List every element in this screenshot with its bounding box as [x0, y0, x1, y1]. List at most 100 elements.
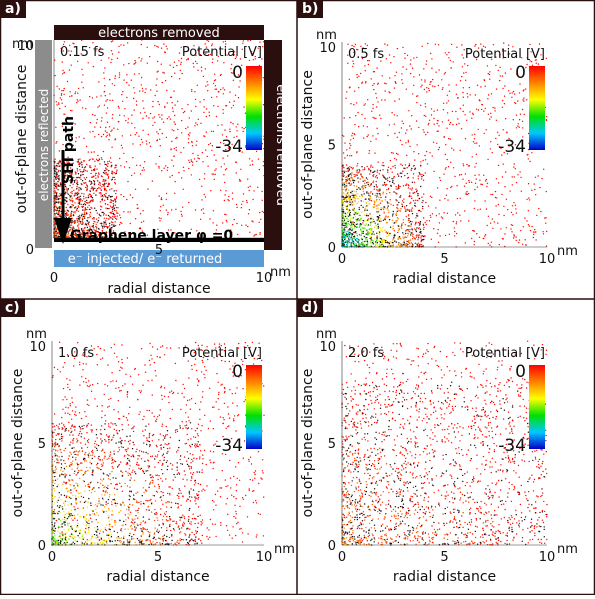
data-point	[169, 537, 170, 538]
data-point	[118, 52, 119, 53]
data-point	[58, 179, 59, 180]
data-point	[416, 231, 417, 232]
data-point	[429, 120, 430, 121]
data-point	[233, 420, 234, 421]
data-point	[352, 226, 353, 227]
data-point	[99, 105, 100, 106]
data-point	[348, 198, 349, 199]
data-point	[79, 364, 80, 365]
data-point	[85, 378, 86, 379]
data-point	[128, 424, 129, 425]
data-point	[390, 227, 391, 228]
data-point	[223, 417, 224, 418]
data-point	[162, 492, 163, 493]
data-point	[163, 495, 164, 496]
data-point	[397, 48, 398, 49]
data-point	[55, 192, 56, 193]
data-point	[206, 485, 207, 486]
data-point	[346, 233, 347, 234]
data-point	[223, 62, 224, 63]
data-point	[64, 477, 65, 478]
data-point	[355, 174, 356, 175]
data-point	[230, 477, 231, 478]
data-point	[411, 198, 412, 199]
data-point	[58, 170, 59, 171]
data-point	[380, 197, 381, 198]
data-point	[256, 234, 257, 235]
data-point	[461, 76, 462, 77]
data-point	[388, 234, 389, 235]
data-point	[261, 478, 262, 479]
data-point	[446, 102, 447, 103]
data-point	[105, 188, 106, 189]
data-point	[342, 201, 343, 202]
data-point	[122, 147, 123, 148]
data-point	[241, 225, 242, 226]
data-point	[377, 208, 378, 209]
data-point	[353, 223, 354, 224]
data-point	[69, 96, 70, 97]
data-point	[456, 233, 457, 234]
data-point	[498, 70, 499, 71]
data-point	[381, 244, 382, 245]
data-point	[108, 177, 109, 178]
data-point	[120, 44, 121, 45]
data-point	[212, 173, 213, 174]
data-point	[236, 172, 237, 173]
data-point	[416, 215, 417, 216]
data-point	[421, 202, 422, 203]
data-point	[545, 223, 546, 224]
data-point	[234, 415, 235, 416]
data-point	[343, 204, 344, 205]
data-point	[348, 229, 349, 230]
data-point	[446, 195, 447, 196]
data-point	[372, 240, 373, 241]
data-point	[70, 403, 71, 404]
data-point	[91, 424, 92, 425]
data-point	[72, 410, 73, 411]
data-point	[164, 396, 165, 397]
data-point	[364, 211, 365, 212]
data-point	[352, 133, 353, 134]
data-point	[419, 198, 420, 199]
data-point	[195, 122, 196, 123]
data-point	[383, 246, 384, 247]
data-point	[85, 209, 86, 210]
data-point	[375, 118, 376, 119]
data-point	[61, 90, 62, 91]
data-point	[347, 235, 348, 236]
data-point	[191, 159, 192, 160]
data-point	[127, 396, 128, 397]
data-point	[488, 216, 489, 217]
data-point	[472, 230, 473, 231]
data-point	[185, 128, 186, 129]
data-point	[423, 132, 424, 133]
data-point	[202, 469, 203, 470]
data-point	[426, 87, 427, 88]
data-point	[375, 245, 376, 246]
data-point	[450, 60, 451, 61]
data-point	[407, 235, 408, 236]
data-point	[206, 132, 207, 133]
data-point	[216, 96, 217, 97]
data-point	[83, 138, 84, 139]
data-point	[353, 195, 354, 196]
data-point	[529, 225, 530, 226]
data-point	[150, 364, 151, 365]
data-point	[420, 221, 421, 222]
data-point	[229, 129, 230, 130]
colorbar-max-label: 0	[232, 63, 243, 83]
data-point	[108, 441, 109, 442]
data-point	[392, 172, 393, 173]
data-point	[401, 226, 402, 227]
data-point	[108, 183, 109, 184]
data-point	[514, 163, 515, 164]
data-point	[357, 112, 358, 113]
data-point	[365, 238, 366, 239]
data-point	[383, 240, 384, 241]
data-point	[351, 229, 352, 230]
data-point	[378, 211, 379, 212]
data-point	[344, 239, 345, 240]
data-point	[65, 448, 66, 449]
data-point	[124, 108, 125, 109]
